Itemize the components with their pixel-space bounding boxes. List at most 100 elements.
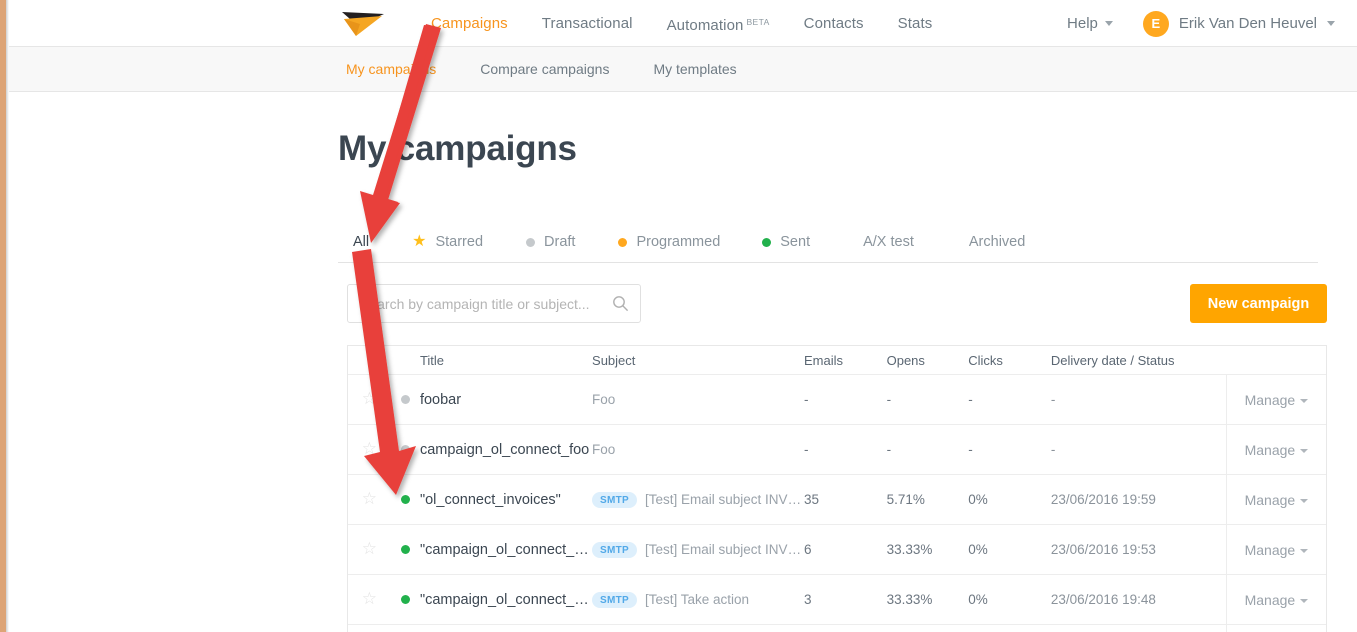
table-row[interactable]: ☆ "campaign_ol_connect_te… SMTP [Test] Ta…: [348, 574, 1326, 625]
cell-opens: 33.33%: [886, 592, 933, 607]
chevron-down-icon: [1300, 448, 1309, 453]
column-header-emails: Emails: [803, 352, 843, 368]
manage-menu-button[interactable]: Manage: [1225, 424, 1326, 475]
search-icon[interactable]: [612, 295, 629, 312]
subnav-item-my-campaigns[interactable]: My campaigns: [338, 47, 458, 92]
help-menu[interactable]: Help: [1067, 15, 1113, 32]
subnav-item-compare-campaigns[interactable]: Compare campaigns: [458, 47, 631, 92]
campaign-title[interactable]: "ol_connect_invoices": [419, 491, 561, 508]
nav-link-automation[interactable]: Automation BETA: [650, 0, 787, 49]
filter-tab-starred[interactable]: ★ Starred: [412, 230, 483, 254]
subnav-compare-campaigns-label: Compare campaigns: [480, 61, 610, 77]
filter-archived-label: Archived: [968, 234, 1026, 250]
star-outline-icon: ☆: [361, 539, 378, 558]
filter-tab-archived[interactable]: Archived: [969, 230, 1025, 254]
filter-tab-ax-test[interactable]: A/X test: [863, 230, 914, 254]
filter-tab-draft[interactable]: Draft: [526, 230, 575, 254]
nav-link-transactional[interactable]: Transactional: [525, 0, 650, 47]
nav-link-campaigns[interactable]: Campaigns: [414, 0, 525, 47]
campaigns-table: Title Subject Emails Opens Clicks Delive…: [347, 345, 1327, 632]
campaign-title[interactable]: "campaign_ol_connect_te…: [419, 591, 593, 608]
star-toggle[interactable]: ☆: [348, 540, 391, 559]
cell-emails: -: [803, 442, 809, 457]
filter-tab-sent[interactable]: Sent: [762, 230, 810, 254]
manage-label: Manage: [1244, 441, 1296, 458]
manage-menu-button[interactable]: Manage: [1225, 524, 1326, 575]
star-toggle[interactable]: ☆: [348, 590, 391, 609]
campaign-subject-text: [Test] Email subject INV884…: [645, 542, 804, 557]
chevron-down-icon: [1300, 598, 1309, 603]
search-box: [347, 284, 641, 323]
column-header-subject: Subject: [592, 352, 636, 368]
status-dot-grey-icon: [400, 394, 410, 404]
cell-emails: 3: [803, 592, 812, 607]
window-left-edge: [0, 0, 6, 632]
chevron-down-icon: [1300, 398, 1309, 403]
nav-link-automation-label: Automation: [666, 16, 744, 34]
new-campaign-button[interactable]: New campaign: [1190, 284, 1327, 323]
filter-programmed-label: Programmed: [636, 234, 721, 250]
nav-link-contacts[interactable]: Contacts: [787, 0, 881, 47]
cell-emails: -: [803, 392, 809, 407]
star-outline-icon: ☆: [361, 489, 378, 508]
campaign-subject-text: [Test] Take action: [645, 592, 750, 607]
chevron-down-icon: [1300, 548, 1309, 553]
table-row[interactable]: ☆ "ol_connect_invoices" SMTP [Test] Email…: [348, 474, 1326, 525]
campaign-subject-text: Foo: [592, 442, 616, 457]
table-row[interactable]: ☆ foobar Foo - - - - Manage: [348, 374, 1326, 425]
campaign-title[interactable]: foobar: [419, 391, 462, 408]
status-dot-green-icon: [762, 237, 772, 247]
table-row[interactable]: ☆ campaign_ol_connect_foo Foo - - - - Ma…: [348, 424, 1326, 475]
cell-opens: 33.33%: [886, 542, 933, 557]
avatar: E: [1142, 10, 1169, 37]
column-header-clicks: Clicks: [968, 352, 1003, 368]
chevron-down-icon: [1104, 21, 1113, 26]
main-content: My campaigns All ★ Starred Draft Program…: [9, 92, 1357, 632]
star-toggle[interactable]: ☆: [348, 490, 391, 509]
primary-nav: Campaigns Transactional Automation BETA C…: [414, 0, 949, 47]
manage-menu-button[interactable]: Manage: [1225, 574, 1326, 625]
star-toggle[interactable]: ☆: [348, 390, 391, 409]
table-row[interactable]: ☆ "campaign_ol_connect_fo… SMTP [Test] Em…: [348, 524, 1326, 575]
manage-label: Manage: [1244, 541, 1296, 558]
campaign-subject: Foo: [592, 392, 804, 407]
filter-tab-programmed[interactable]: Programmed: [618, 230, 720, 254]
campaign-title[interactable]: campaign_ol_connect_foo: [419, 441, 590, 458]
star-icon: ★: [412, 233, 427, 250]
campaign-subject: SMTP [Test] Email subject INV884…: [592, 541, 804, 558]
user-name-label: Erik Van Den Heuvel: [1178, 15, 1317, 32]
chevron-down-icon: [1300, 498, 1309, 503]
top-navigation-bar: Campaigns Transactional Automation BETA C…: [9, 0, 1357, 47]
manage-menu-button[interactable]: Manage: [1225, 374, 1326, 425]
status-dot-green-icon: [400, 594, 410, 604]
campaign-title[interactable]: "campaign_ol_connect_fo…: [419, 541, 593, 558]
column-header-title: Title: [419, 352, 445, 368]
cell-delivery-date: 23/06/2016 19:53: [1050, 542, 1156, 557]
column-header-opens: Opens: [886, 352, 925, 368]
subnav-my-templates-label: My templates: [653, 61, 737, 77]
cell-clicks: 0%: [968, 592, 988, 607]
window-left-shadow: [6, 0, 9, 632]
search-input[interactable]: [348, 285, 606, 322]
table-header-row: Title Subject Emails Opens Clicks Delive…: [348, 346, 1326, 374]
manage-menu-button[interactable]: Manage: [1225, 474, 1326, 525]
cell-emails: 35: [803, 492, 819, 507]
cell-opens: -: [886, 392, 892, 407]
filter-tab-all[interactable]: All: [353, 230, 369, 254]
manage-label: Manage: [1244, 491, 1296, 508]
campaign-subject: SMTP [Test] Email subject INV101…: [592, 491, 804, 508]
status-dot-grey-icon: [526, 237, 536, 247]
sendinblue-logo[interactable]: [338, 7, 396, 39]
smtp-badge: SMTP: [592, 491, 637, 508]
user-menu[interactable]: E Erik Van Den Heuvel: [1142, 10, 1335, 37]
secondary-nav: My campaigns Compare campaigns My templa…: [338, 47, 759, 92]
table-row[interactable]: [348, 624, 1326, 632]
subnav-my-campaigns-label: My campaigns: [346, 61, 437, 77]
star-toggle[interactable]: ☆: [348, 440, 391, 459]
row-status: [391, 391, 420, 409]
chevron-down-icon: [1327, 21, 1335, 26]
subnav-item-my-templates[interactable]: My templates: [631, 47, 758, 92]
nav-link-stats[interactable]: Stats: [881, 0, 950, 47]
status-dot-green-icon: [400, 494, 410, 504]
nav-link-campaigns-label: Campaigns: [431, 15, 508, 32]
